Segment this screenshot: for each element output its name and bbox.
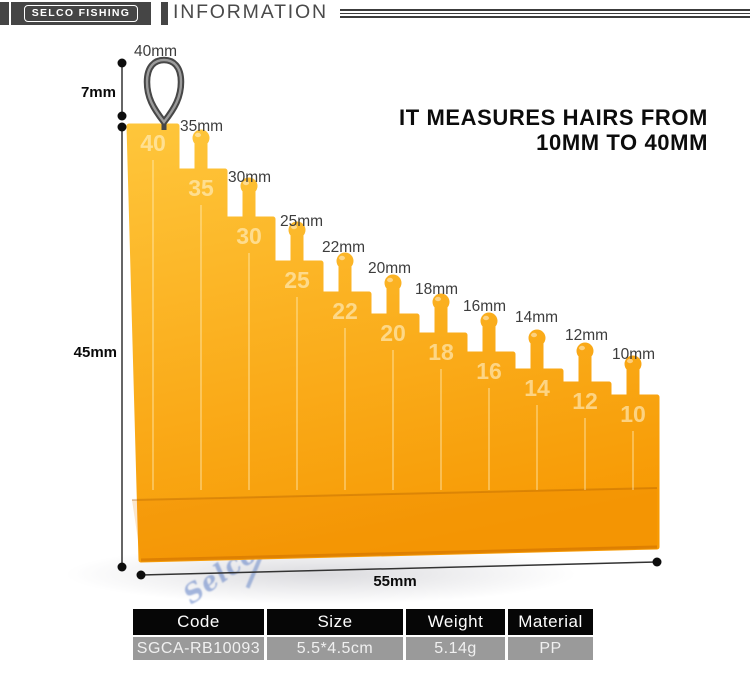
tool-body [126,123,660,563]
bottom-edge [140,545,658,562]
step-size-label: 16mm [463,298,506,315]
dim-dot [136,570,146,580]
page-title: INFORMATION [173,1,328,23]
engraved-number: 16 [476,358,502,384]
peg-ball [336,252,354,270]
engraved-number: 30 [236,223,262,249]
step-size-label: 12mm [565,327,608,344]
spec-value-code: SGCA-RB10093 [133,637,264,660]
step-size-label: 25mm [280,213,323,230]
peg-ball [528,329,546,347]
peg [290,233,304,265]
step-size-label: 10mm [612,346,655,363]
peg-highlight [291,224,297,230]
spec-value-size: 5.5*4.5cm [267,637,403,660]
step-size-label: 18mm [415,281,458,298]
dim-label-45mm: 45mm [74,344,117,361]
dim-dot [117,562,127,572]
peg-ball [192,129,210,147]
peg-ball [624,355,642,373]
peg [578,354,592,386]
spec-header-code: Code [133,609,264,635]
engraved-number: 22 [332,298,358,324]
peg-ball [432,293,450,311]
dim-dot [117,58,127,68]
engraved-number: 35 [188,175,214,201]
engraved-number: 12 [572,388,598,414]
dim-dot [117,111,127,121]
engraved-number: 14 [524,375,550,401]
step-size-label: 20mm [368,260,411,277]
headline: IT MEASURES HAIRS FROM 10MM TO 40MM [399,105,708,155]
base-groove [131,487,658,501]
spec-value-weight: 5.14g [406,637,505,660]
dim-label-55mm: 55mm [373,573,416,590]
step-size-label: 40mm [134,43,177,60]
header-rule-lines [340,9,750,18]
peg [434,305,448,337]
peg-highlight [531,332,537,338]
brand-logo-text: SELCO FISHING [23,5,139,22]
peg [194,141,208,173]
tool-base [132,488,657,560]
peg-highlight [339,255,345,261]
headline-line2: 10MM TO 40MM [536,130,708,155]
peg [482,324,496,356]
peg [242,189,256,221]
peg-ball [288,221,306,239]
peg-ball [384,274,402,292]
header-accent-bar [0,2,9,25]
swivel-loop [143,56,185,126]
swivel-loop-highlight [145,58,183,124]
dim-dot [117,122,127,132]
peg-highlight [579,345,585,351]
peg [386,286,400,318]
engraved-number: 20 [380,320,406,346]
header-divider-bar [161,2,168,25]
spec-header-weight: Weight [406,609,505,635]
peg-highlight [627,358,633,364]
headline-line1: IT MEASURES HAIRS FROM [399,105,708,130]
engraved-number: 10 [620,401,646,427]
peg [626,367,640,399]
dim-line-55mm [140,561,658,576]
peg-highlight [195,132,201,138]
tool-generated: 40 40mm 35 35mm 30 30mm 25 25mm 22 22mm 20 20mm 18 18… [126,43,660,563]
spec-value-material: PP [508,637,593,660]
peg-highlight [387,277,393,283]
peg [338,264,352,296]
peg-ball [240,177,258,195]
dim-label-7mm: 7mm [81,84,116,101]
engraved-number: 18 [428,339,454,365]
dim-dot [652,557,662,567]
step-size-label: 30mm [228,169,271,186]
peg-highlight [435,296,441,302]
spec-header-size: Size [267,609,403,635]
step-size-label: 14mm [515,309,558,326]
peg-ball [480,312,498,330]
peg [530,341,544,373]
spec-header-material: Material [508,609,593,635]
step-size-label: 35mm [180,118,223,135]
spec-table: Code Size Weight Material SGCA-RB10093 5… [133,609,593,660]
dimension-annotations: 7mm 45mm 55mm [74,58,662,590]
peg-highlight [483,315,489,321]
step-size-label: 22mm [322,239,365,256]
engraved-number: 25 [284,267,310,293]
peg-ball [576,342,594,360]
brand-logo: SELCO FISHING [11,2,151,25]
engraved-number: 40 [140,130,166,156]
peg-highlight [243,180,249,186]
